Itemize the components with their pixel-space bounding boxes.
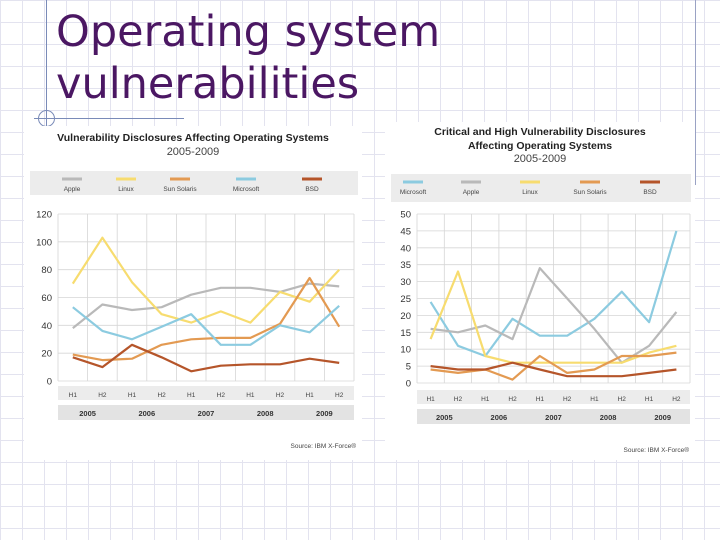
x-tick-label: H1 (187, 392, 196, 399)
x-tick-label: H2 (157, 392, 166, 399)
chart-all-disclosures: Vulnerability Disclosures Affecting Oper… (30, 132, 358, 450)
x-year-label: 2008 (257, 409, 274, 418)
y-tick-label: 20 (400, 311, 411, 322)
slide-title: Operating system vulnerabilities (56, 6, 440, 110)
chart-panel-critical-high: Critical and High Vulnerability Disclosu… (385, 122, 695, 460)
y-tick-label: 15 (400, 328, 411, 339)
series-line-bsd (72, 343, 340, 373)
x-tick-label: H2 (672, 396, 681, 403)
x-year-label: 2005 (436, 413, 453, 422)
y-tick-label: 45 (400, 226, 411, 237)
x-year-label: 2006 (491, 413, 508, 422)
x-tick-label: H1 (305, 392, 314, 399)
x-year-label: 2009 (316, 409, 333, 418)
x-tick-label: H1 (69, 392, 78, 399)
x-category-band (58, 386, 354, 400)
series-line-microsoft (72, 304, 340, 346)
decorative-horizontal-line (34, 118, 184, 119)
x-year-label: 2007 (545, 413, 562, 422)
x-year-label: 2009 (654, 413, 671, 422)
decorative-vertical-line (46, 0, 47, 130)
y-tick-label: 35 (400, 260, 411, 271)
legend-label: Sun Solaris (163, 186, 197, 193)
y-tick-label: 30 (400, 277, 411, 288)
x-tick-label: H2 (618, 396, 627, 403)
x-tick-label: H2 (508, 396, 517, 403)
legend-label: Microsoft (400, 189, 427, 196)
chart-title: Critical and High Vulnerability Disclosu… (434, 126, 646, 138)
x-year-label: 2007 (198, 409, 215, 418)
y-tick-label: 5 (406, 362, 411, 373)
series-line-apple (430, 267, 678, 364)
y-tick-label: 40 (400, 243, 411, 254)
x-tick-label: H2 (563, 396, 572, 403)
chart-subtitle: 2005-2009 (514, 153, 567, 165)
x-year-label: 2005 (79, 409, 96, 418)
x-category-band (417, 390, 690, 404)
series-line-sun-solaris (72, 276, 341, 362)
series-line-linux (71, 236, 341, 324)
x-tick-label: H1 (645, 396, 654, 403)
slide-title-line-1: Operating system (56, 7, 441, 57)
series-line-sun-solaris (430, 351, 677, 381)
chart-title-line-2: Affecting Operating Systems (468, 140, 612, 152)
legend-label: Linux (118, 186, 134, 193)
chart-panel-all-disclosures: Vulnerability Disclosures Affecting Oper… (24, 126, 362, 460)
x-tick-label: H2 (217, 392, 226, 399)
legend-label: Linux (522, 189, 538, 196)
x-tick-label: H2 (276, 392, 285, 399)
slide-title-line-2: vulnerabilities (56, 59, 360, 109)
y-tick-label: 120 (36, 210, 52, 221)
chart-subtitle: 2005-2009 (167, 146, 220, 158)
legend-label: Apple (64, 186, 81, 193)
x-tick-label: H2 (335, 392, 344, 399)
x-tick-label: H2 (454, 396, 463, 403)
legend-label: Sun Solaris (573, 189, 607, 196)
legend-label: BSD (643, 189, 657, 196)
x-year-label: 2008 (600, 413, 617, 422)
legend-label: Microsoft (233, 186, 260, 193)
legend-box (391, 174, 691, 202)
y-tick-label: 0 (406, 379, 411, 390)
series-line-apple (72, 282, 340, 329)
y-tick-label: 40 (41, 321, 52, 332)
x-year-band (417, 409, 690, 424)
decorative-right-line (695, 0, 696, 185)
legend-box (30, 171, 358, 195)
chart-title: Vulnerability Disclosures Affecting Oper… (57, 132, 329, 144)
x-tick-label: H1 (426, 396, 435, 403)
series-line-microsoft (429, 230, 678, 358)
x-tick-label: H2 (98, 392, 107, 399)
series-line-linux (429, 270, 677, 364)
y-tick-label: 100 (36, 237, 52, 248)
chart-source: Source: IBM X-Force® (624, 446, 690, 454)
y-tick-label: 60 (41, 293, 52, 304)
chart-source: Source: IBM X-Force® (291, 442, 357, 450)
y-tick-label: 10 (400, 345, 411, 356)
x-tick-label: H1 (481, 396, 490, 403)
y-tick-label: 25 (400, 294, 411, 305)
y-tick-label: 0 (47, 377, 52, 388)
x-tick-label: H1 (128, 392, 137, 399)
x-tick-label: H1 (536, 396, 545, 403)
x-year-band (58, 405, 354, 420)
x-year-label: 2006 (138, 409, 155, 418)
decorative-circle (38, 110, 55, 127)
chart-critical-high: Critical and High Vulnerability Disclosu… (391, 126, 691, 454)
y-tick-label: 50 (400, 210, 411, 221)
legend-label: BSD (305, 186, 319, 193)
series-line-bsd (430, 361, 677, 378)
y-tick-label: 80 (41, 265, 52, 276)
x-tick-label: H1 (590, 396, 599, 403)
x-tick-label: H1 (246, 392, 255, 399)
y-tick-label: 20 (41, 349, 52, 360)
legend-label: Apple (463, 189, 480, 196)
